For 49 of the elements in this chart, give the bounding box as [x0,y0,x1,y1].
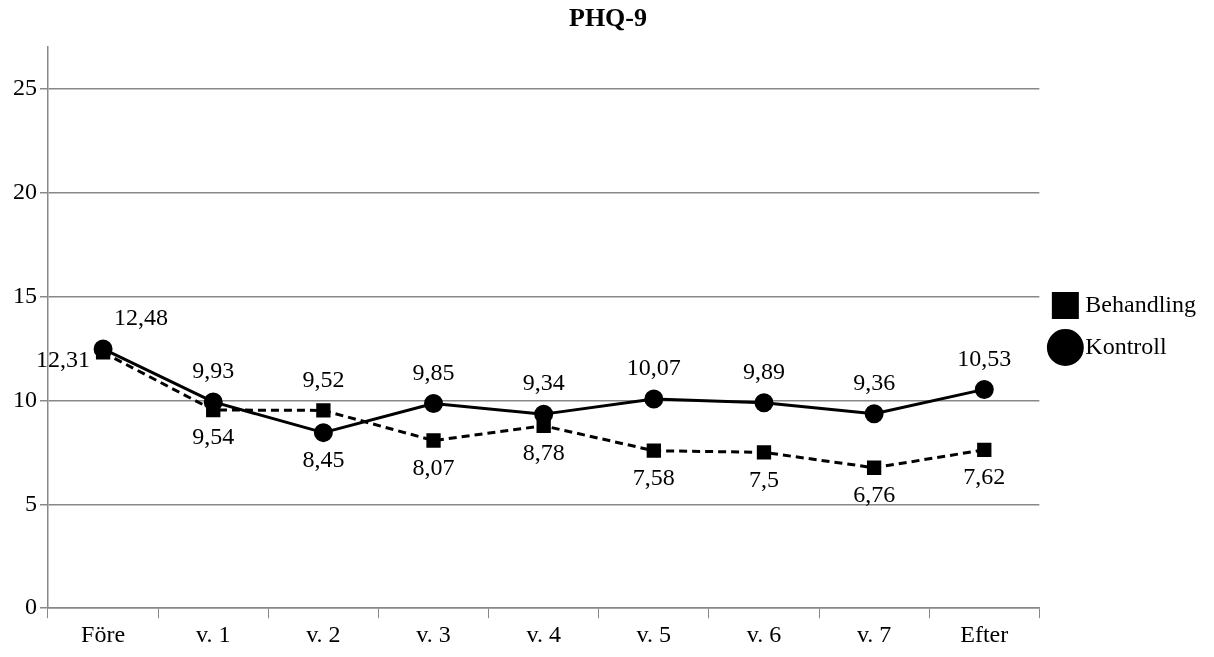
y-tick-label: 15 [13,281,37,308]
data-label: 12,31 [36,345,91,372]
data-label: 12,48 [114,304,169,331]
point [754,393,774,413]
data-label: 10,53 [957,344,1012,371]
point [864,404,884,424]
data-label: 9,85 [412,358,455,385]
x-tick-label: Efter [960,620,1009,647]
point [977,442,992,458]
data-label: 7,5 [748,465,779,492]
y-tick-label: 5 [25,489,37,516]
y-tick-label: 25 [13,74,37,101]
data-label: 6,76 [853,481,896,508]
data-label: 9,54 [192,423,235,450]
x-tick-label: v. 1 [196,620,231,647]
x-tick-label: v. 6 [746,620,782,647]
point [644,389,664,409]
x-tick-label: v. 5 [636,620,672,647]
data-label: 9,34 [522,369,565,396]
legend-label: Behandling [1085,290,1197,317]
point [866,460,882,475]
y-tick-label: 0 [25,593,37,620]
point [316,403,331,418]
point [426,433,441,448]
x-tick-label: v. 2 [306,620,341,647]
point [756,445,772,460]
chart-title: PHQ-9 [569,3,647,33]
data-label: 9,93 [192,357,235,384]
x-tick-label: v. 4 [526,620,561,647]
data-label: 9,52 [302,365,345,392]
point [974,379,994,399]
point [313,423,333,443]
point [646,443,661,458]
y-tick-label: 10 [13,385,37,412]
data-label: 8,45 [302,445,345,472]
legend-label: Kontroll [1085,332,1168,359]
data-label: 9,89 [742,358,785,384]
x-tick-label: Före [81,620,126,647]
data-label: 7,58 [632,464,675,490]
data-label: 9,36 [853,369,896,396]
data-label: 8,07 [412,453,455,480]
data-label: 10,07 [626,354,681,381]
x-tick-label: v. 3 [416,620,451,647]
data-label: 8,78 [522,439,565,466]
data-label: 7,62 [963,463,1006,490]
y-tick-label: 20 [13,177,37,204]
point [536,418,551,433]
point [424,394,444,414]
x-tick-label: v. 7 [856,620,892,647]
